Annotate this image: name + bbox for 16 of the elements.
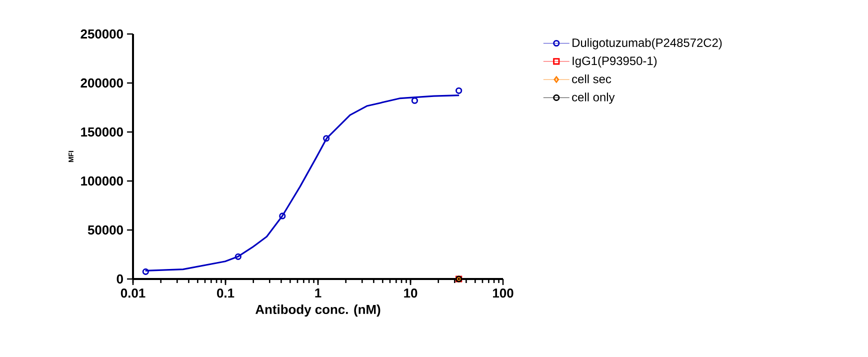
- legend-label: cell only: [572, 92, 615, 104]
- x-axis-title: Antibody conc. (nM): [256, 304, 380, 317]
- x-tick-label: 1: [315, 288, 322, 298]
- legend-label: cell sec: [572, 74, 612, 84]
- legend-label: Duligotuzumab(P248572C2): [572, 38, 722, 50]
- y-tick-label: 0: [116, 274, 123, 284]
- y-tick-label: 50000: [88, 225, 123, 235]
- x-tick-label: 0.1: [217, 288, 234, 298]
- x-tick-label: 100: [493, 288, 514, 298]
- y-tick-label: 200000: [80, 78, 123, 88]
- legend-label: IgG1(P93950-1): [572, 56, 657, 68]
- x-tick-label: 0.01: [120, 288, 146, 298]
- y-tick-label: 150000: [81, 127, 123, 137]
- y-tick-label: 250000: [80, 29, 123, 39]
- x-tick-label: 10: [404, 288, 418, 298]
- y-tick-label: 100000: [81, 176, 123, 186]
